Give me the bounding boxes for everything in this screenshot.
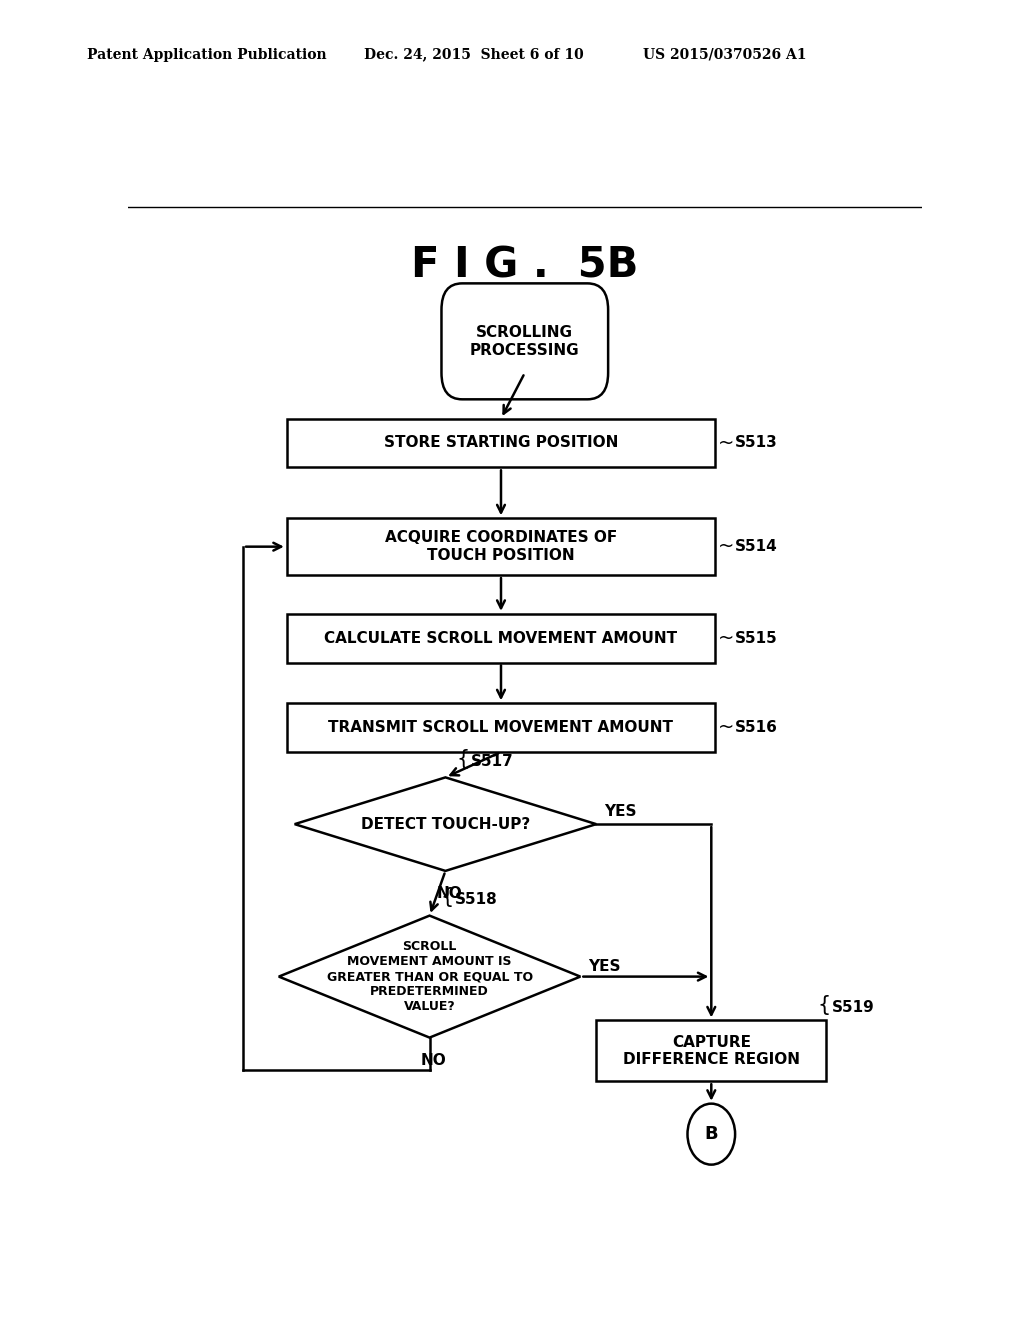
Text: S515: S515: [735, 631, 778, 645]
Text: YES: YES: [604, 804, 637, 820]
Text: TRANSMIT SCROLL MOVEMENT AMOUNT: TRANSMIT SCROLL MOVEMENT AMOUNT: [329, 721, 674, 735]
Text: US 2015/0370526 A1: US 2015/0370526 A1: [643, 48, 807, 62]
Text: CAPTURE
DIFFERENCE REGION: CAPTURE DIFFERENCE REGION: [623, 1035, 800, 1067]
Text: S517: S517: [471, 754, 514, 770]
Text: {: {: [817, 995, 830, 1015]
Text: SCROLLING
PROCESSING: SCROLLING PROCESSING: [470, 325, 580, 358]
Text: NO: NO: [436, 886, 462, 902]
Text: ~: ~: [718, 718, 734, 737]
Text: S519: S519: [831, 1001, 874, 1015]
Text: STORE STARTING POSITION: STORE STARTING POSITION: [384, 436, 618, 450]
Text: SCROLL
MOVEMENT AMOUNT IS
GREATER THAN OR EQUAL TO
PREDETERMINED
VALUE?: SCROLL MOVEMENT AMOUNT IS GREATER THAN O…: [327, 940, 532, 1014]
Text: NO: NO: [421, 1053, 446, 1068]
Text: {: {: [440, 887, 454, 907]
Circle shape: [687, 1104, 735, 1164]
Text: ~: ~: [718, 628, 734, 648]
Polygon shape: [295, 777, 596, 871]
Text: Dec. 24, 2015  Sheet 6 of 10: Dec. 24, 2015 Sheet 6 of 10: [364, 48, 584, 62]
Text: ACQUIRE COORDINATES OF
TOUCH POSITION: ACQUIRE COORDINATES OF TOUCH POSITION: [385, 531, 617, 562]
Text: S516: S516: [735, 721, 778, 735]
Text: {: {: [456, 750, 469, 770]
Text: YES: YES: [588, 958, 621, 974]
FancyBboxPatch shape: [441, 284, 608, 400]
Text: CALCULATE SCROLL MOVEMENT AMOUNT: CALCULATE SCROLL MOVEMENT AMOUNT: [325, 631, 678, 645]
Text: ~: ~: [718, 537, 734, 556]
Bar: [287, 519, 715, 576]
Text: B: B: [705, 1125, 718, 1143]
Bar: [596, 1020, 826, 1081]
Bar: [287, 614, 715, 663]
Bar: [287, 704, 715, 752]
Polygon shape: [279, 916, 581, 1038]
Text: ~: ~: [718, 433, 734, 453]
Text: F I G .  5B: F I G . 5B: [411, 244, 639, 286]
Text: DETECT TOUCH-UP?: DETECT TOUCH-UP?: [360, 817, 530, 832]
Text: S518: S518: [455, 892, 498, 907]
Bar: [287, 418, 715, 467]
Text: S513: S513: [735, 436, 778, 450]
Text: Patent Application Publication: Patent Application Publication: [87, 48, 327, 62]
Text: S514: S514: [735, 539, 778, 554]
